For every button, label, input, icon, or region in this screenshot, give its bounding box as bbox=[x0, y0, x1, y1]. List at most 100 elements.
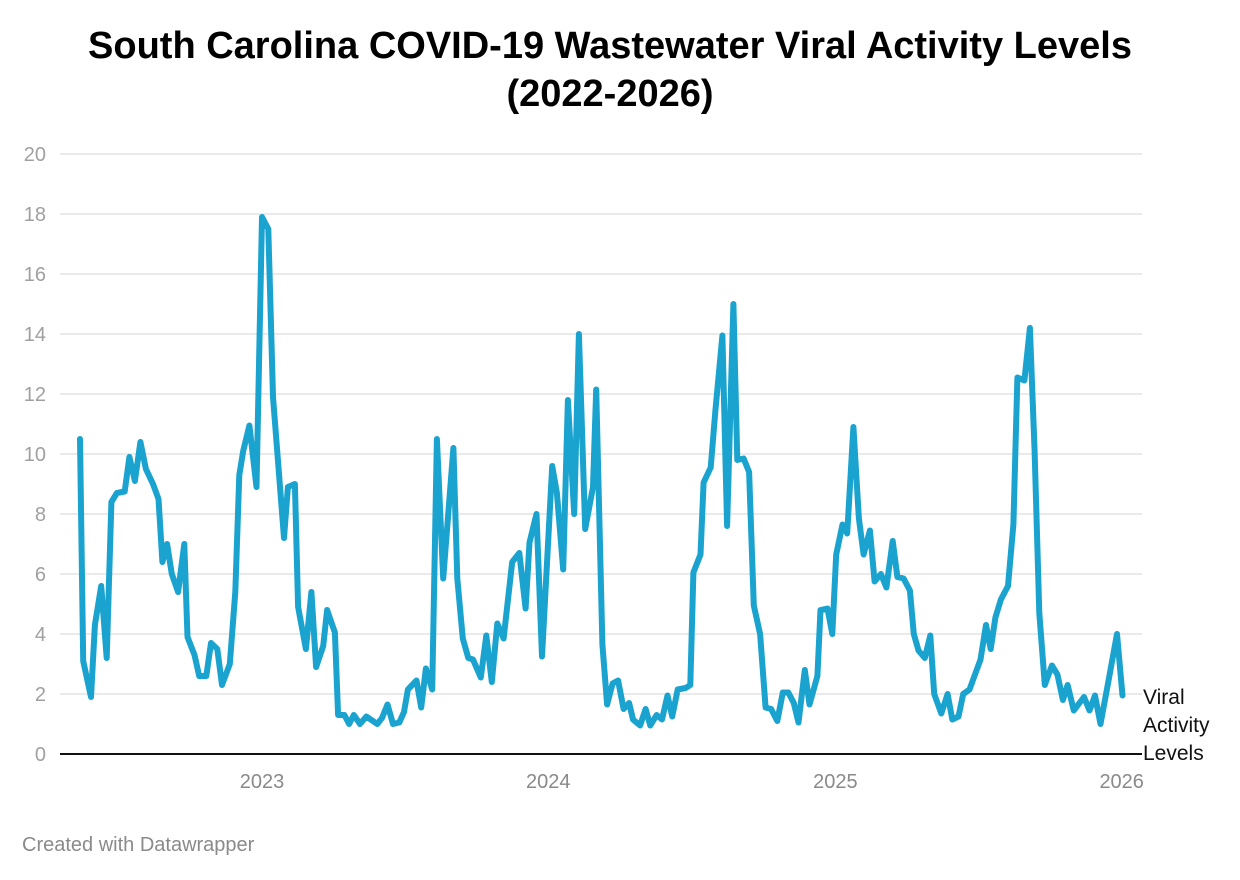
data-point bbox=[454, 576, 460, 582]
data-point bbox=[708, 465, 714, 471]
data-point bbox=[844, 531, 850, 537]
data-point bbox=[1027, 325, 1033, 331]
data-point bbox=[774, 718, 780, 724]
data-point bbox=[156, 496, 162, 502]
data-point bbox=[478, 675, 484, 681]
data-point bbox=[1098, 721, 1104, 727]
y-tick-label: 20 bbox=[24, 144, 46, 166]
data-point bbox=[712, 408, 718, 414]
data-point bbox=[687, 682, 693, 688]
data-point bbox=[240, 448, 246, 454]
chart-title-line: South Carolina COVID-19 Wastewater Viral… bbox=[88, 25, 1132, 67]
data-point bbox=[1092, 693, 1098, 699]
data-point bbox=[840, 522, 846, 528]
data-point bbox=[192, 652, 198, 658]
data-point bbox=[450, 445, 456, 451]
data-point bbox=[303, 646, 309, 652]
data-point bbox=[796, 720, 802, 726]
data-point bbox=[992, 615, 998, 621]
data-point bbox=[114, 490, 120, 496]
data-point bbox=[159, 559, 165, 565]
data-point bbox=[379, 715, 385, 721]
data-point bbox=[818, 607, 824, 613]
data-point bbox=[883, 585, 889, 591]
data-point bbox=[494, 621, 500, 627]
data-point bbox=[351, 712, 357, 718]
data-point bbox=[571, 511, 577, 517]
data-point bbox=[1087, 708, 1093, 714]
data-point bbox=[265, 226, 271, 232]
data-point bbox=[730, 301, 736, 307]
data-point bbox=[332, 630, 338, 636]
data-point bbox=[807, 702, 813, 708]
data-point bbox=[949, 717, 955, 723]
data-point bbox=[988, 646, 994, 652]
series-group bbox=[77, 214, 1126, 729]
data-point bbox=[931, 691, 937, 697]
data-point bbox=[401, 709, 407, 715]
data-point bbox=[719, 333, 725, 339]
data-point bbox=[236, 472, 242, 478]
data-point bbox=[374, 721, 380, 727]
y-tick-label: 0 bbox=[35, 744, 46, 766]
data-point bbox=[802, 667, 808, 673]
data-point bbox=[341, 712, 347, 718]
data-point bbox=[615, 678, 621, 684]
series-label: Viral Activity Levels bbox=[1143, 686, 1215, 765]
data-point bbox=[214, 646, 220, 652]
data-point bbox=[829, 631, 835, 637]
data-point bbox=[335, 712, 341, 718]
data-point bbox=[630, 717, 636, 723]
x-tick-label: 2025 bbox=[813, 771, 858, 793]
data-point bbox=[132, 478, 138, 484]
data-point bbox=[780, 690, 786, 696]
data-point bbox=[791, 700, 797, 706]
series-label-line: Levels bbox=[1143, 742, 1204, 765]
data-point bbox=[175, 589, 181, 595]
data-point bbox=[346, 721, 352, 727]
data-point bbox=[270, 394, 276, 400]
data-point bbox=[1054, 672, 1060, 678]
data-point bbox=[363, 714, 369, 720]
data-point bbox=[196, 673, 202, 679]
data-point bbox=[501, 636, 507, 642]
data-point bbox=[647, 723, 653, 729]
data-point bbox=[396, 720, 402, 726]
data-point bbox=[1032, 448, 1038, 454]
y-tick-label: 16 bbox=[24, 264, 46, 286]
data-point bbox=[850, 424, 856, 430]
data-point bbox=[440, 576, 446, 582]
y-tick-label: 14 bbox=[24, 324, 46, 346]
data-point bbox=[825, 606, 831, 612]
data-point bbox=[701, 480, 707, 486]
data-point bbox=[483, 633, 489, 639]
data-point bbox=[907, 588, 913, 594]
data-point bbox=[916, 648, 922, 654]
data-point bbox=[867, 528, 873, 534]
data-point bbox=[763, 705, 769, 711]
data-point bbox=[1049, 663, 1055, 669]
data-point bbox=[92, 622, 98, 628]
data-point bbox=[1120, 693, 1126, 699]
data-point bbox=[164, 541, 170, 547]
data-point bbox=[768, 706, 774, 712]
chart-subtitle-line: (2022-2026) bbox=[506, 73, 714, 115]
data-point bbox=[1106, 675, 1112, 681]
data-point bbox=[509, 559, 515, 565]
data-point bbox=[746, 469, 752, 475]
x-axis: 2023 2024 2025 2026 bbox=[240, 771, 1144, 793]
data-point bbox=[185, 634, 191, 640]
data-point bbox=[610, 681, 616, 687]
data-point bbox=[313, 664, 319, 670]
data-point bbox=[259, 214, 265, 220]
data-point bbox=[894, 574, 900, 580]
data-point bbox=[434, 436, 440, 442]
data-point bbox=[295, 604, 301, 610]
data-point bbox=[927, 633, 933, 639]
series-label-line: Viral bbox=[1143, 686, 1185, 709]
y-tick-label: 18 bbox=[24, 204, 46, 226]
data-point bbox=[599, 642, 605, 648]
data-point bbox=[741, 456, 747, 462]
data-point bbox=[308, 589, 314, 595]
data-point bbox=[281, 535, 287, 541]
